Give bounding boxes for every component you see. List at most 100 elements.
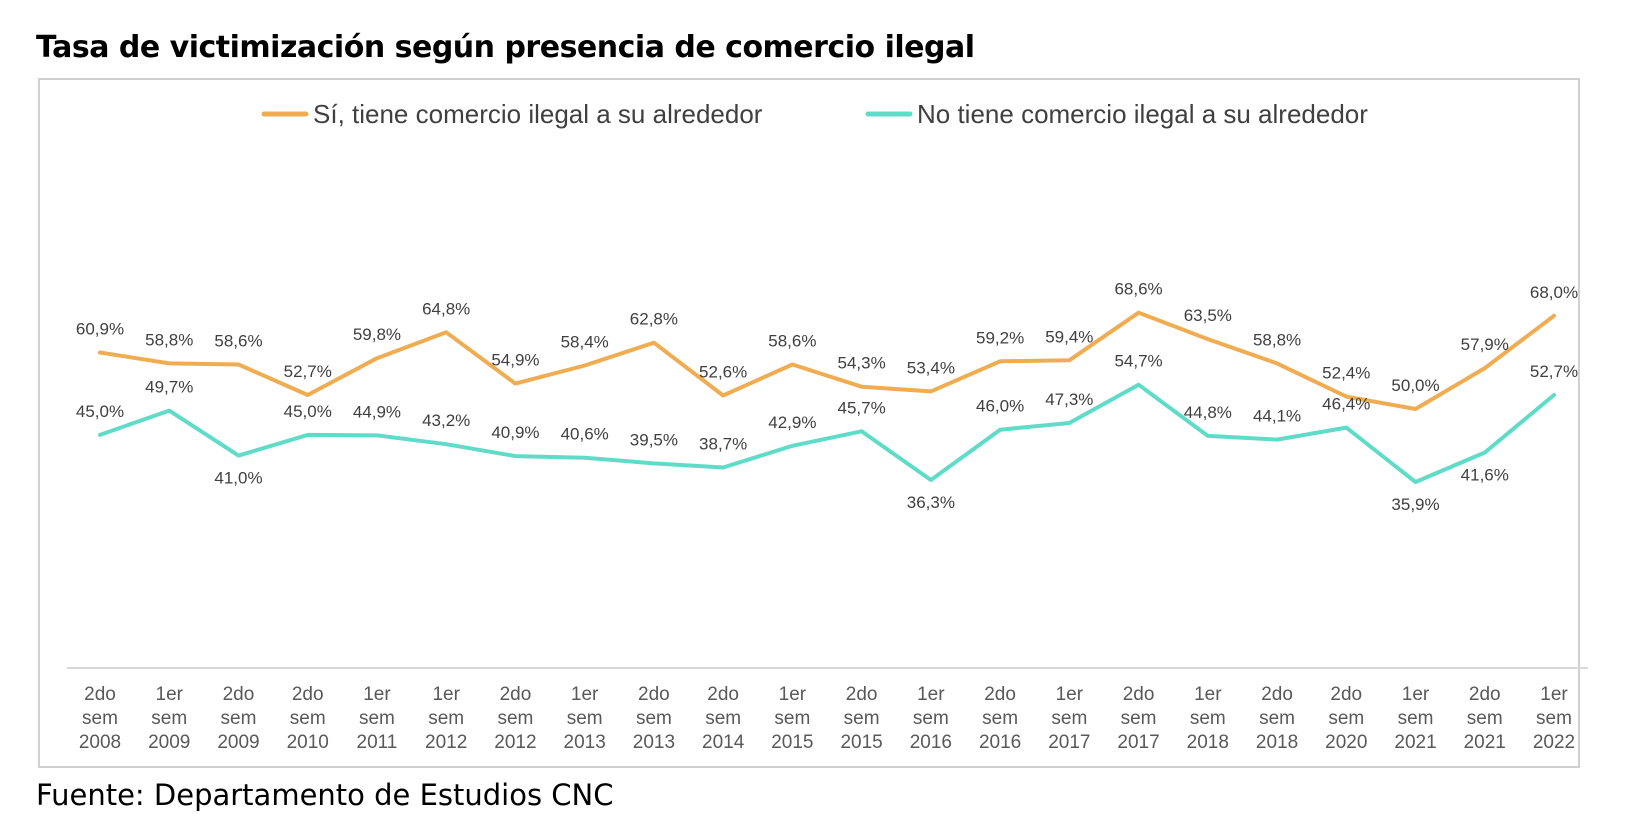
data-label: 58,8% — [145, 330, 193, 349]
x-tick-label-line: 2do — [638, 684, 670, 705]
x-tick-label-line: 2do — [1261, 684, 1293, 705]
x-tick-label: 2do sem 2009 — [217, 684, 259, 753]
data-label: 36,3% — [907, 493, 955, 512]
series-line — [98, 310, 1556, 411]
data-label: 44,1% — [1253, 407, 1301, 426]
data-label: 68,6% — [1114, 280, 1162, 299]
x-tick-label-line: sem — [359, 708, 395, 729]
x-tick-label: 2do sem 2012 — [494, 684, 536, 753]
x-tick-label: 2do sem 2021 — [1464, 684, 1506, 753]
data-label: 45,0% — [284, 402, 332, 421]
data-label: 45,0% — [76, 402, 124, 421]
data-label: 46,4% — [1322, 395, 1370, 414]
data-label: 64,8% — [422, 299, 470, 318]
x-tick-label: 2do sem 2008 — [79, 684, 121, 753]
x-tick-label-line: 2020 — [1325, 732, 1367, 753]
chart-frame — [38, 78, 1580, 768]
data-label: 68,0% — [1530, 283, 1578, 302]
x-tick-label-line: 2012 — [425, 732, 467, 753]
x-tick-label-line: 2009 — [217, 732, 259, 753]
x-tick-label-line: sem — [290, 708, 326, 729]
x-tick-label-line: 2010 — [287, 732, 329, 753]
x-tick-label-line: sem — [428, 708, 464, 729]
x-tick-label: 1er sem 2021 — [1394, 684, 1436, 753]
x-tick-label-line: 1er — [1402, 684, 1430, 705]
x-tick-label-line: 2016 — [979, 732, 1021, 753]
data-label: 58,4% — [561, 332, 609, 351]
data-label: 58,8% — [1253, 330, 1301, 349]
data-label: 46,0% — [976, 397, 1024, 416]
data-label: 35,9% — [1391, 495, 1439, 514]
x-tick-label-line: 1er — [156, 684, 184, 705]
data-label: 60,9% — [76, 320, 124, 339]
data-label: 62,8% — [630, 310, 678, 329]
x-tick-label-line: 2017 — [1117, 732, 1159, 753]
data-label: 45,7% — [838, 398, 886, 417]
x-tick-label-line: 2do — [1469, 684, 1501, 705]
x-tick-label-line: sem — [221, 708, 257, 729]
x-tick-label-line: 2015 — [771, 732, 813, 753]
x-tick-label: 1er sem 2017 — [1048, 684, 1090, 753]
x-tick-label-line: 2009 — [148, 732, 190, 753]
data-label: 41,6% — [1461, 466, 1509, 485]
x-tick-label: 2do sem 2014 — [702, 684, 745, 753]
data-label: 42,9% — [768, 413, 816, 432]
x-tick-label-line: 2011 — [357, 732, 398, 753]
x-tick-label: 2do sem 2010 — [287, 684, 329, 753]
x-tick-label: 2do sem 2013 — [633, 684, 675, 753]
x-tick-label-line: 2018 — [1187, 732, 1229, 753]
data-label: 54,7% — [1114, 352, 1162, 371]
x-tick-label-line: sem — [1328, 708, 1364, 729]
x-tick-label-line: 1er — [432, 684, 460, 705]
x-tick-label-line: sem — [1536, 708, 1572, 729]
x-tick-label: 2do sem 2017 — [1117, 684, 1159, 753]
data-label: 53,4% — [907, 358, 955, 377]
data-label: 63,5% — [1184, 306, 1232, 325]
x-tick-label: 2do sem 2015 — [840, 684, 882, 753]
x-tick-label: 2do sem 2016 — [979, 684, 1021, 753]
x-tick-label-line: 2022 — [1533, 732, 1575, 753]
data-label: 38,7% — [699, 435, 747, 454]
x-tick-label-line: 2015 — [840, 732, 882, 753]
data-label: 49,7% — [145, 378, 193, 397]
data-label: 54,9% — [491, 351, 539, 370]
x-tick-label: 1er sem 2018 — [1187, 684, 1229, 753]
x-tick-label-line: sem — [82, 708, 118, 729]
x-tick-label-line: 1er — [1540, 684, 1568, 705]
x-tick-label-line: 2do — [223, 684, 255, 705]
x-tick-label-line: 2017 — [1048, 732, 1090, 753]
x-tick-label-line: sem — [913, 708, 949, 729]
data-label: 59,8% — [353, 325, 401, 344]
data-label: 40,9% — [491, 423, 539, 442]
data-label: 43,2% — [422, 411, 470, 430]
x-tick-label-line: 2do — [846, 684, 878, 705]
x-tick-label-line: 2018 — [1256, 732, 1298, 753]
x-tick-label-line: 1er — [1194, 684, 1222, 705]
x-tick-label-line: sem — [1398, 708, 1434, 729]
data-label: 41,0% — [214, 469, 262, 488]
x-tick-label-line: sem — [497, 708, 533, 729]
x-tick-label-line: 2do — [84, 684, 116, 705]
data-label: 57,9% — [1461, 335, 1509, 354]
x-tick-label-line: sem — [1121, 708, 1157, 729]
legend-label: Sí, tiene comercio ilegal a su alrededor — [313, 99, 763, 129]
x-tick-label-line: 2013 — [564, 732, 606, 753]
chart-title: Tasa de victimización según presencia de… — [36, 30, 975, 65]
x-tick-label: 1er sem 2012 — [425, 684, 467, 753]
x-tick-label-line: 2do — [1123, 684, 1155, 705]
x-tick-label-line: 2021 — [1464, 732, 1506, 753]
x-tick-label: 1er sem 2013 — [564, 684, 606, 753]
x-tick-label-line: 2014 — [702, 732, 745, 753]
x-tick-label: 2do sem 2020 — [1325, 684, 1367, 753]
x-tick-label-line: 2do — [500, 684, 532, 705]
x-tick-label-line: 2021 — [1394, 732, 1436, 753]
x-tick-label-line: 2012 — [494, 732, 536, 753]
x-tick-label-line: sem — [982, 708, 1018, 729]
legend-label: No tiene comercio ilegal a su alrededor — [917, 99, 1368, 129]
series-line — [98, 382, 1556, 484]
x-tick-label: 1er sem 2009 — [148, 684, 190, 753]
data-label: 47,3% — [1045, 390, 1093, 409]
x-tick-label-line: 2do — [1330, 684, 1362, 705]
x-tick-label-line: 2008 — [79, 732, 121, 753]
x-tick-label-line: sem — [567, 708, 603, 729]
